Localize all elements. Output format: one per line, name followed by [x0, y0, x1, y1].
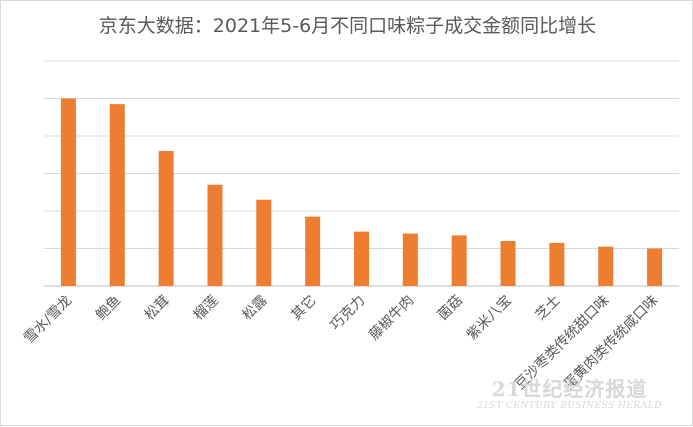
watermark-logo: 21世纪经济报道 21ST CENTURY BUSINESS HERALD	[477, 379, 662, 411]
x-tick-label: 榴莲	[191, 293, 222, 324]
x-tick-label: 其它	[288, 292, 320, 324]
bar	[109, 104, 125, 286]
chart-title: 京东大数据：2021年5-6月不同口味粽子成交金额同比增长	[98, 15, 597, 37]
x-tick-label: 紫米八宝	[464, 293, 515, 344]
bar	[549, 242, 565, 286]
bar	[354, 231, 369, 286]
bar	[207, 184, 223, 286]
x-tick-label: 松露	[240, 293, 271, 324]
x-tick-label: 藤椒牛肉	[366, 293, 417, 344]
x-tick-label: 巧克力	[327, 293, 368, 334]
x-tick-label: 雪水/雪龙	[21, 293, 75, 347]
watermark-en: 21ST CENTURY BUSINESS HERALD	[477, 401, 662, 411]
watermark-cn: 21世纪经济报道	[491, 377, 648, 401]
bar	[598, 246, 614, 286]
bar	[451, 235, 467, 286]
bar	[647, 248, 663, 286]
bar	[305, 216, 321, 286]
bar	[256, 199, 272, 286]
x-tick-label: 菌菇	[435, 293, 466, 324]
x-tick-label: 芝士	[533, 293, 564, 324]
x-tick-label: 鲍鱼	[92, 292, 124, 324]
bar	[158, 151, 174, 286]
bar	[500, 241, 516, 286]
x-tick-label: 松茸	[142, 293, 173, 324]
bar	[402, 233, 418, 286]
bar	[60, 98, 76, 286]
